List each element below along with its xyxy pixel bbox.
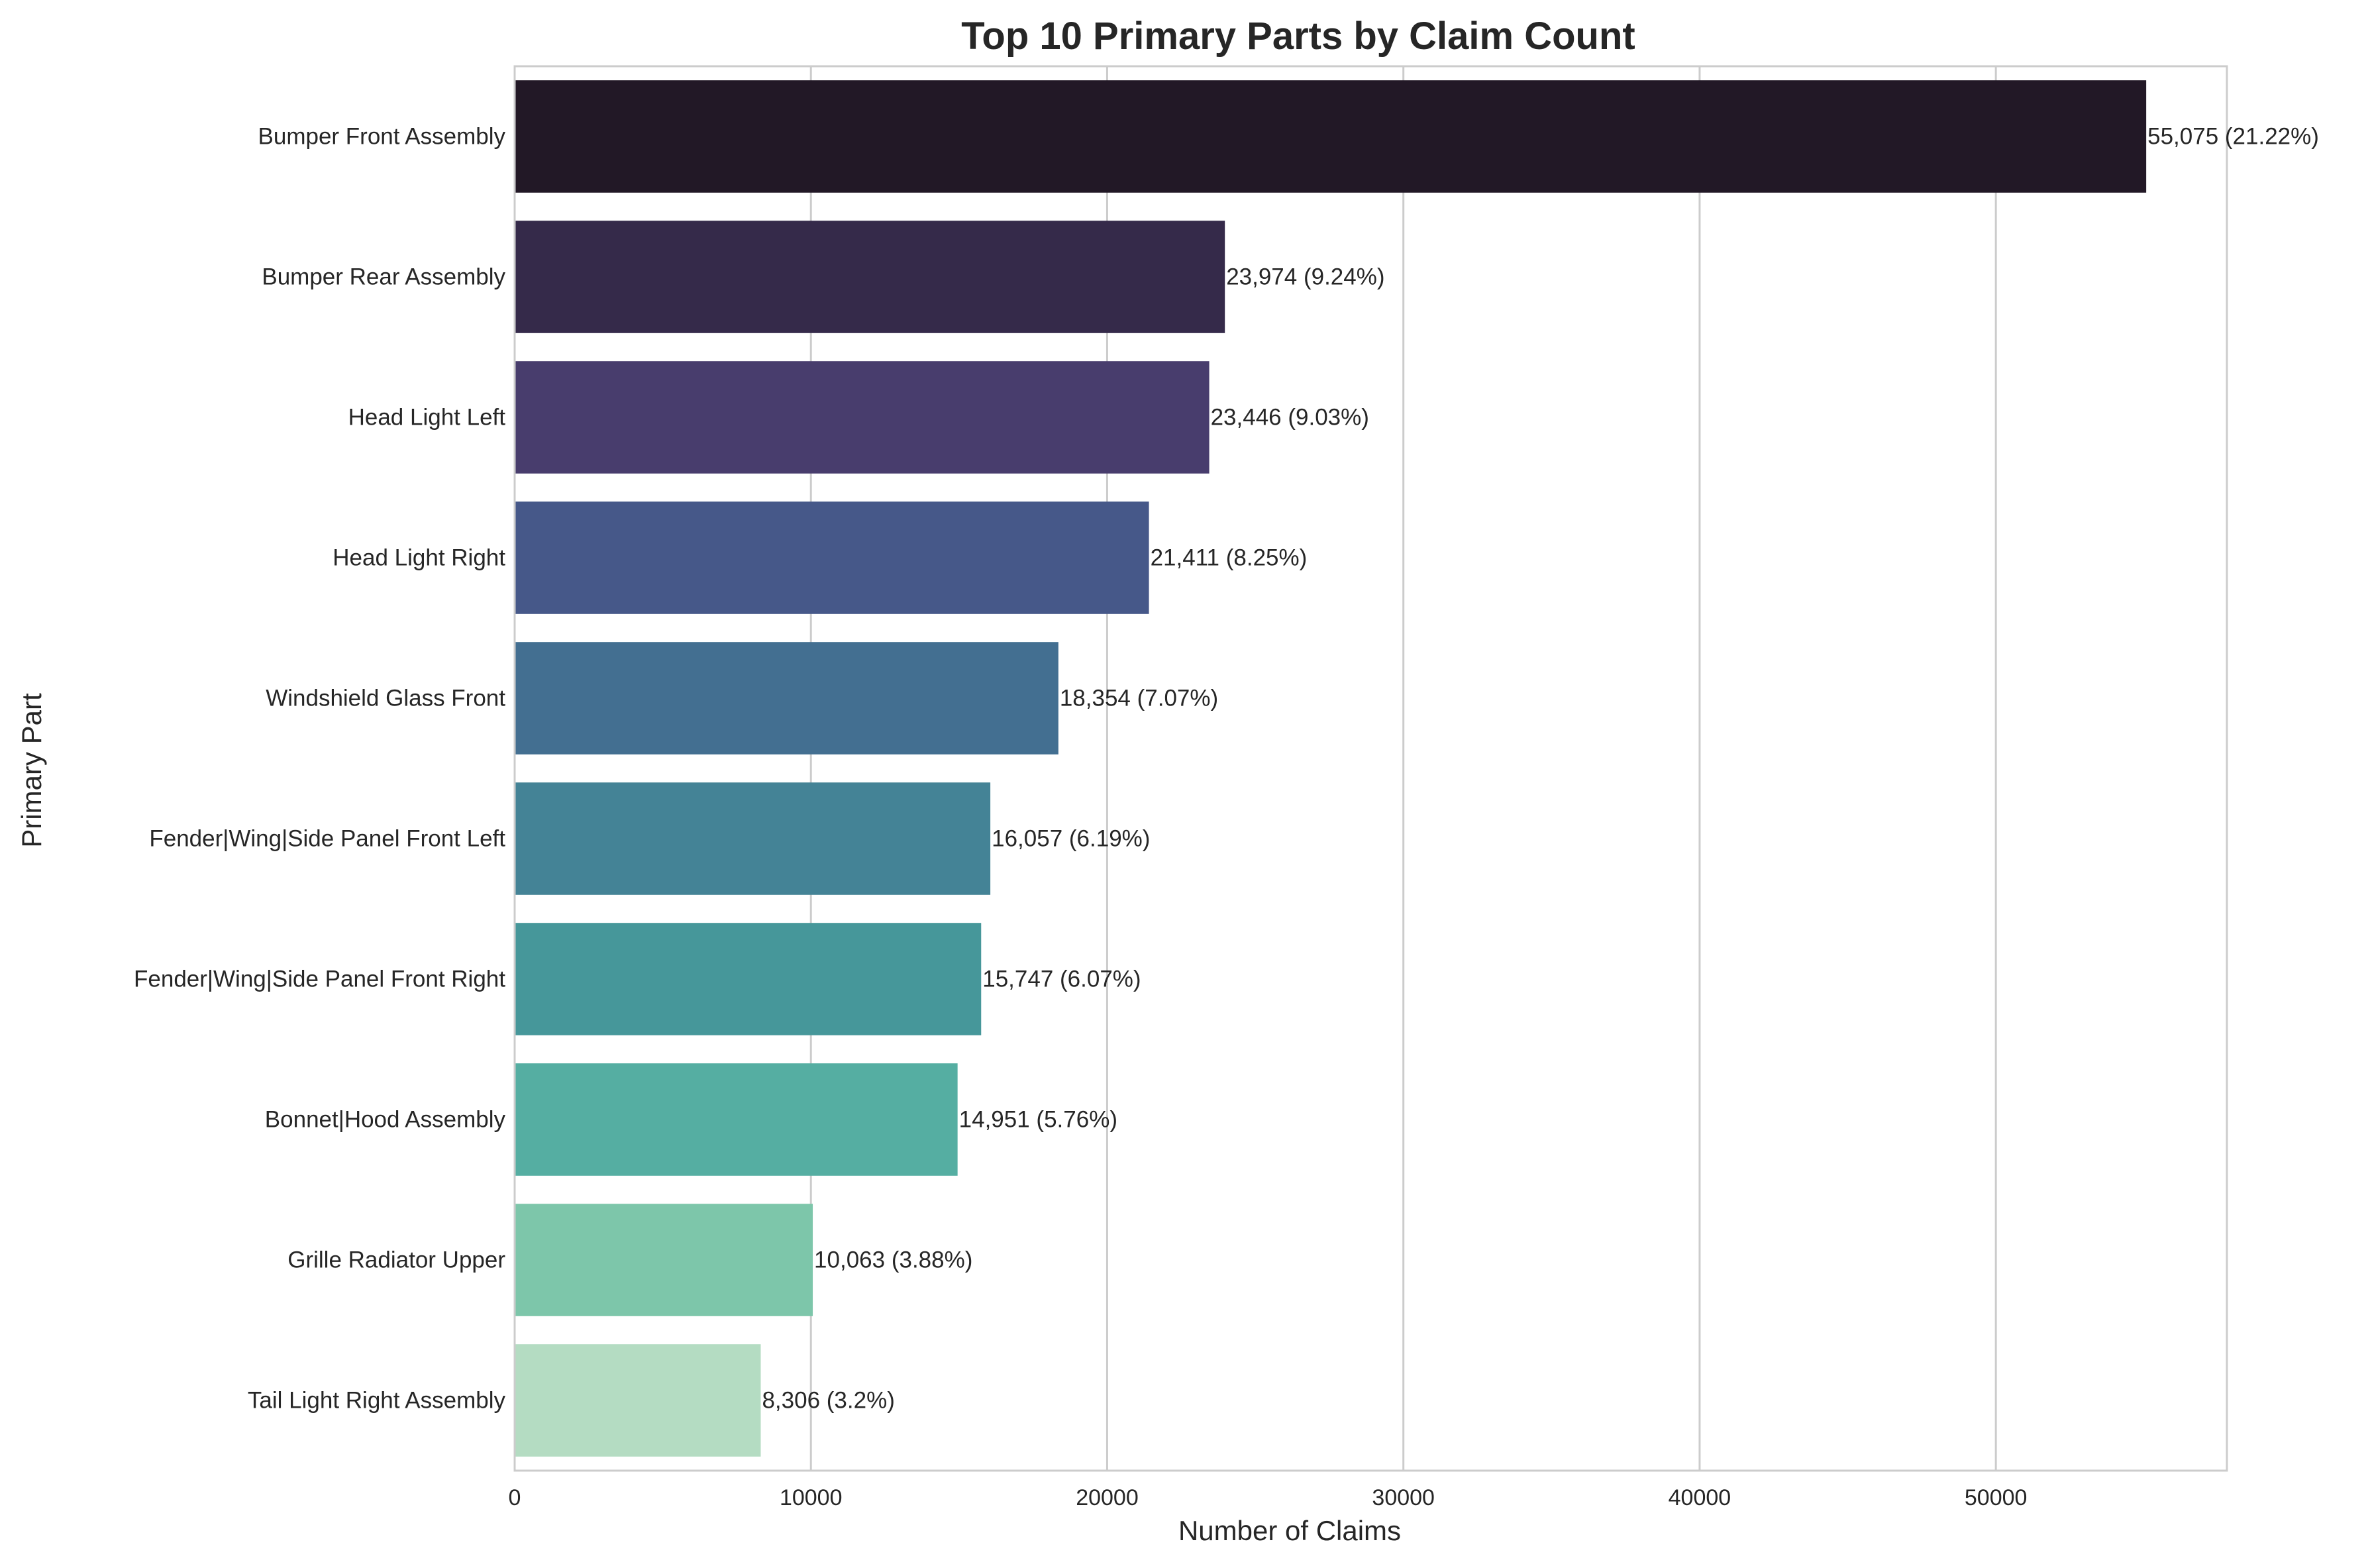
y-tick-label: Fender|Wing|Side Panel Front Left xyxy=(149,826,505,852)
data-label: 10,063 (3.88%) xyxy=(814,1247,972,1273)
bar xyxy=(515,1063,958,1176)
y-tick-label: Bumper Front Assembly xyxy=(258,124,506,150)
bar xyxy=(515,923,982,1035)
bar xyxy=(515,221,1225,333)
data-labels: 55,075 (21.22%) 23,974 (9.24%) 23,446 (9.0… xyxy=(762,124,2318,1414)
bar xyxy=(515,1204,813,1316)
y-tick-label: Windshield Glass Front xyxy=(266,686,505,711)
x-axis-label: Number of Claims xyxy=(1178,1515,1401,1546)
y-tick-label: Bonnet|Hood Assembly xyxy=(265,1107,506,1133)
x-tick-label: 20000 xyxy=(1076,1485,1139,1510)
y-tick-label: Tail Light Right Assembly xyxy=(248,1388,506,1414)
y-tick-label: Grille Radiator Upper xyxy=(287,1247,505,1273)
y-tick-labels: Bumper Front Assembly Bumper Rear Assembl… xyxy=(134,124,505,1414)
data-label: 15,747 (6.07%) xyxy=(982,967,1141,992)
bar xyxy=(515,501,1149,614)
data-label: 23,974 (9.24%) xyxy=(1226,264,1384,290)
x-tick-label: 50000 xyxy=(1965,1485,2028,1510)
data-label: 55,075 (21.22%) xyxy=(2147,124,2319,150)
data-label: 14,951 (5.76%) xyxy=(959,1107,1117,1133)
data-label: 16,057 (6.19%) xyxy=(992,826,1150,852)
data-label: 8,306 (3.2%) xyxy=(762,1388,894,1414)
x-tick-labels: 0 10000 20000 30000 40000 50000 xyxy=(509,1485,2028,1510)
plot-frame xyxy=(513,65,2228,1472)
x-tick-label: 0 xyxy=(509,1485,521,1510)
plot-border xyxy=(513,65,2228,1472)
y-tick-label: Bumper Rear Assembly xyxy=(262,264,505,290)
x-tick-label: 40000 xyxy=(1669,1485,1731,1510)
bar xyxy=(515,80,2147,193)
y-tick-label: Fender|Wing|Side Panel Front Right xyxy=(134,967,505,992)
x-tick-label: 10000 xyxy=(780,1485,843,1510)
bars xyxy=(515,80,2147,1457)
bar xyxy=(515,1344,761,1457)
data-label: 18,354 (7.07%) xyxy=(1060,686,1218,711)
data-label: 21,411 (8.25%) xyxy=(1151,545,1308,571)
bar xyxy=(515,361,1210,474)
bar xyxy=(515,642,1058,755)
data-label: 23,446 (9.03%) xyxy=(1211,405,1369,431)
y-tick-label: Head Light Right xyxy=(333,545,505,571)
chart-title: Top 10 Primary Parts by Claim Count xyxy=(961,15,1635,58)
x-tick-label: 30000 xyxy=(1372,1485,1435,1510)
y-axis-label: Primary Part xyxy=(16,693,47,848)
y-tick-label: Head Light Left xyxy=(348,405,506,431)
bar xyxy=(515,782,991,895)
